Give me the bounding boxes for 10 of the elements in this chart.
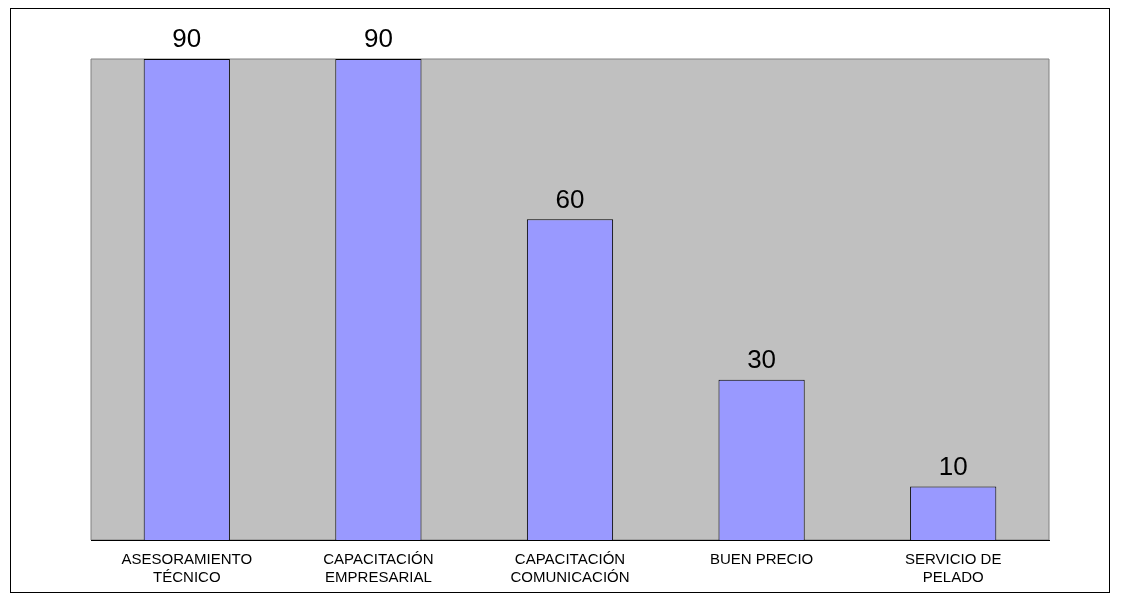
- data-label: 90: [172, 23, 202, 54]
- x-tick-label: CAPACITACIÓN COMUNICACIÓN: [510, 550, 630, 586]
- data-label: 90: [363, 23, 393, 54]
- x-tick-label: SERVICIO DE PELADO: [904, 550, 1002, 586]
- data-label: 60: [555, 183, 585, 214]
- data-label: 30: [747, 343, 777, 374]
- x-tick-label: BUEN PRECIO: [709, 550, 814, 568]
- x-tick-label: ASESORAMIENTO TÉCNICO: [121, 550, 253, 586]
- x-tick-label: CAPACITACIÓN EMPRESARIAL: [323, 550, 434, 586]
- data-label: 10: [938, 450, 968, 481]
